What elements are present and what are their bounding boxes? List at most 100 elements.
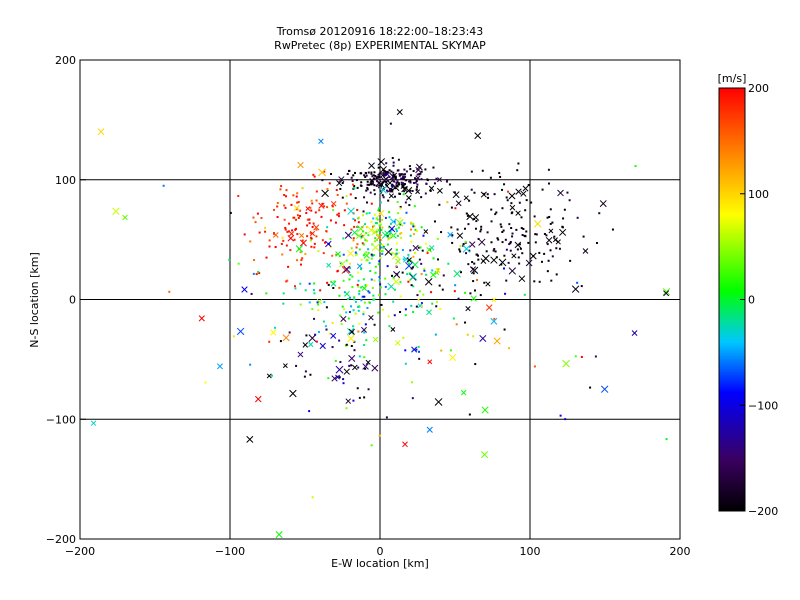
data-point: [390, 184, 393, 187]
data-point: [396, 234, 399, 237]
data-point-cross: [97, 128, 105, 136]
data-point-cross: [339, 260, 346, 268]
data-point: [332, 287, 335, 290]
data-point: [576, 281, 579, 284]
data-point: [360, 258, 363, 261]
data-point: [480, 225, 483, 228]
data-point: [546, 243, 549, 246]
data-point: [385, 189, 388, 192]
data-point: [392, 234, 395, 237]
data-point: [407, 280, 410, 283]
data-point: [409, 181, 412, 184]
data-point-cross: [600, 385, 609, 393]
data-point: [379, 201, 382, 204]
data-point-cross: [367, 226, 375, 234]
data-point: [469, 292, 472, 295]
data-point: [362, 254, 365, 257]
data-point: [464, 291, 467, 294]
data-point: [274, 326, 277, 329]
data-point: [409, 168, 412, 171]
data-point: [378, 229, 381, 232]
data-point: [392, 277, 395, 280]
data-point: [453, 290, 456, 293]
data-point: [504, 292, 507, 295]
data-point: [318, 209, 321, 212]
data-point: [413, 225, 416, 228]
data-point: [273, 232, 276, 235]
data-point: [507, 261, 510, 264]
data-point: [538, 280, 541, 283]
data-point: [425, 182, 428, 185]
data-point-cross: [288, 231, 295, 237]
data-point: [311, 226, 314, 229]
data-point: [402, 175, 405, 178]
data-point-cross: [379, 186, 387, 194]
data-point: [287, 230, 290, 233]
data-point: [396, 180, 399, 183]
data-point: [420, 170, 423, 173]
data-point: [438, 284, 441, 287]
data-point: [483, 281, 486, 284]
data-point-cross: [599, 200, 607, 208]
data-point: [665, 438, 668, 441]
data-point-cross: [246, 435, 254, 443]
data-point: [363, 301, 366, 304]
data-point: [350, 344, 353, 347]
data-point: [324, 325, 327, 328]
data-point: [352, 309, 355, 312]
data-point: [291, 229, 294, 232]
data-point: [258, 231, 261, 234]
data-point: [349, 267, 352, 270]
data-point-cross: [384, 248, 393, 256]
data-point: [334, 359, 337, 362]
data-point: [384, 293, 387, 296]
data-point-cross: [362, 363, 369, 370]
data-point-cross: [396, 109, 403, 116]
colorbar-tick-label: 200: [748, 82, 769, 95]
data-point: [380, 228, 383, 231]
data-point: [299, 209, 302, 212]
data-point: [541, 188, 544, 191]
data-point: [358, 396, 361, 399]
data-point: [293, 285, 296, 288]
chart-title: Tromsø 20120916 18:22:00–18:23:43: [276, 25, 484, 38]
data-point: [395, 184, 398, 187]
data-point: [434, 333, 437, 336]
data-point: [308, 222, 311, 225]
data-point: [420, 178, 423, 181]
data-point: [249, 363, 252, 366]
data-point: [368, 261, 371, 264]
data-point: [387, 199, 390, 202]
data-point: [403, 183, 406, 186]
data-point: [535, 233, 538, 236]
data-point: [305, 334, 308, 337]
data-point: [363, 396, 366, 399]
data-point: [347, 317, 350, 320]
data-point: [286, 279, 289, 282]
data-point: [392, 161, 395, 164]
y-axis-label: N-S location [km]: [28, 252, 41, 348]
data-point: [376, 222, 379, 225]
data-point: [374, 174, 377, 177]
data-point: [364, 284, 367, 287]
data-point: [400, 236, 403, 239]
data-point: [530, 201, 533, 204]
data-point: [366, 284, 369, 287]
data-point: [414, 228, 417, 231]
data-point: [373, 189, 376, 192]
data-point: [304, 252, 307, 255]
data-point: [517, 256, 520, 259]
data-point: [404, 175, 407, 178]
data-point: [410, 240, 413, 243]
data-point: [523, 293, 526, 296]
data-point-cross: [455, 200, 462, 207]
data-point: [401, 249, 404, 252]
data-point: [420, 302, 423, 305]
data-point: [453, 191, 456, 194]
data-point: [412, 225, 415, 228]
data-point: [417, 298, 420, 301]
data-point: [264, 226, 267, 229]
data-point-cross: [430, 271, 437, 278]
data-point: [350, 364, 353, 367]
data-point: [313, 282, 316, 285]
